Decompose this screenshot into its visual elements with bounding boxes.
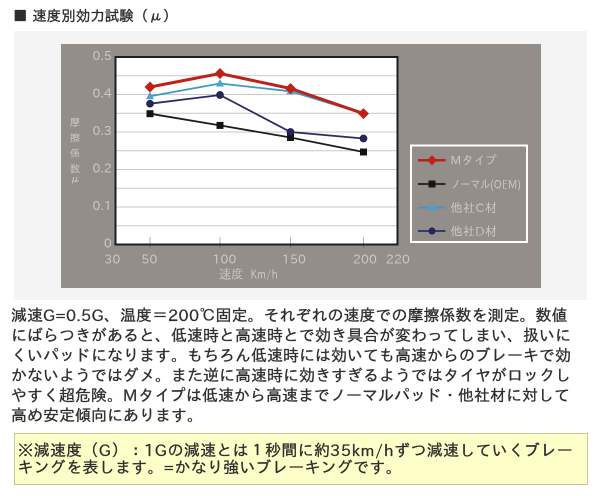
svg-text:Km/h: Km/h xyxy=(251,268,279,282)
svg-text:0.3: 0.3 xyxy=(92,125,112,137)
svg-text:50: 50 xyxy=(141,254,157,266)
svg-text:0.5: 0.5 xyxy=(92,50,112,62)
svg-text:他社C材: 他社C材 xyxy=(451,202,498,214)
svg-text:0.4: 0.4 xyxy=(92,88,112,100)
svg-text:0.2: 0.2 xyxy=(92,163,112,175)
svg-text:30: 30 xyxy=(104,254,120,266)
svg-text:100: 100 xyxy=(212,254,236,266)
svg-text:数: 数 xyxy=(70,164,81,175)
svg-text:ノーマル(OEM): ノーマル(OEM) xyxy=(451,179,521,191)
svg-text:220: 220 xyxy=(386,254,410,266)
svg-text:200: 200 xyxy=(353,254,377,266)
svg-text:摩: 摩 xyxy=(70,117,81,128)
svg-text:速度: 速度 xyxy=(219,268,245,281)
svg-text:Mタイプ: Mタイプ xyxy=(451,155,498,167)
svg-text:他社D材: 他社D材 xyxy=(451,226,498,238)
svg-text:係: 係 xyxy=(70,147,81,159)
svg-text:150: 150 xyxy=(282,254,306,266)
svg-text:0: 0 xyxy=(104,238,112,250)
svg-text:0.1: 0.1 xyxy=(92,200,112,212)
svg-text:擦: 擦 xyxy=(70,133,81,144)
svg-text:μ: μ xyxy=(70,175,81,185)
